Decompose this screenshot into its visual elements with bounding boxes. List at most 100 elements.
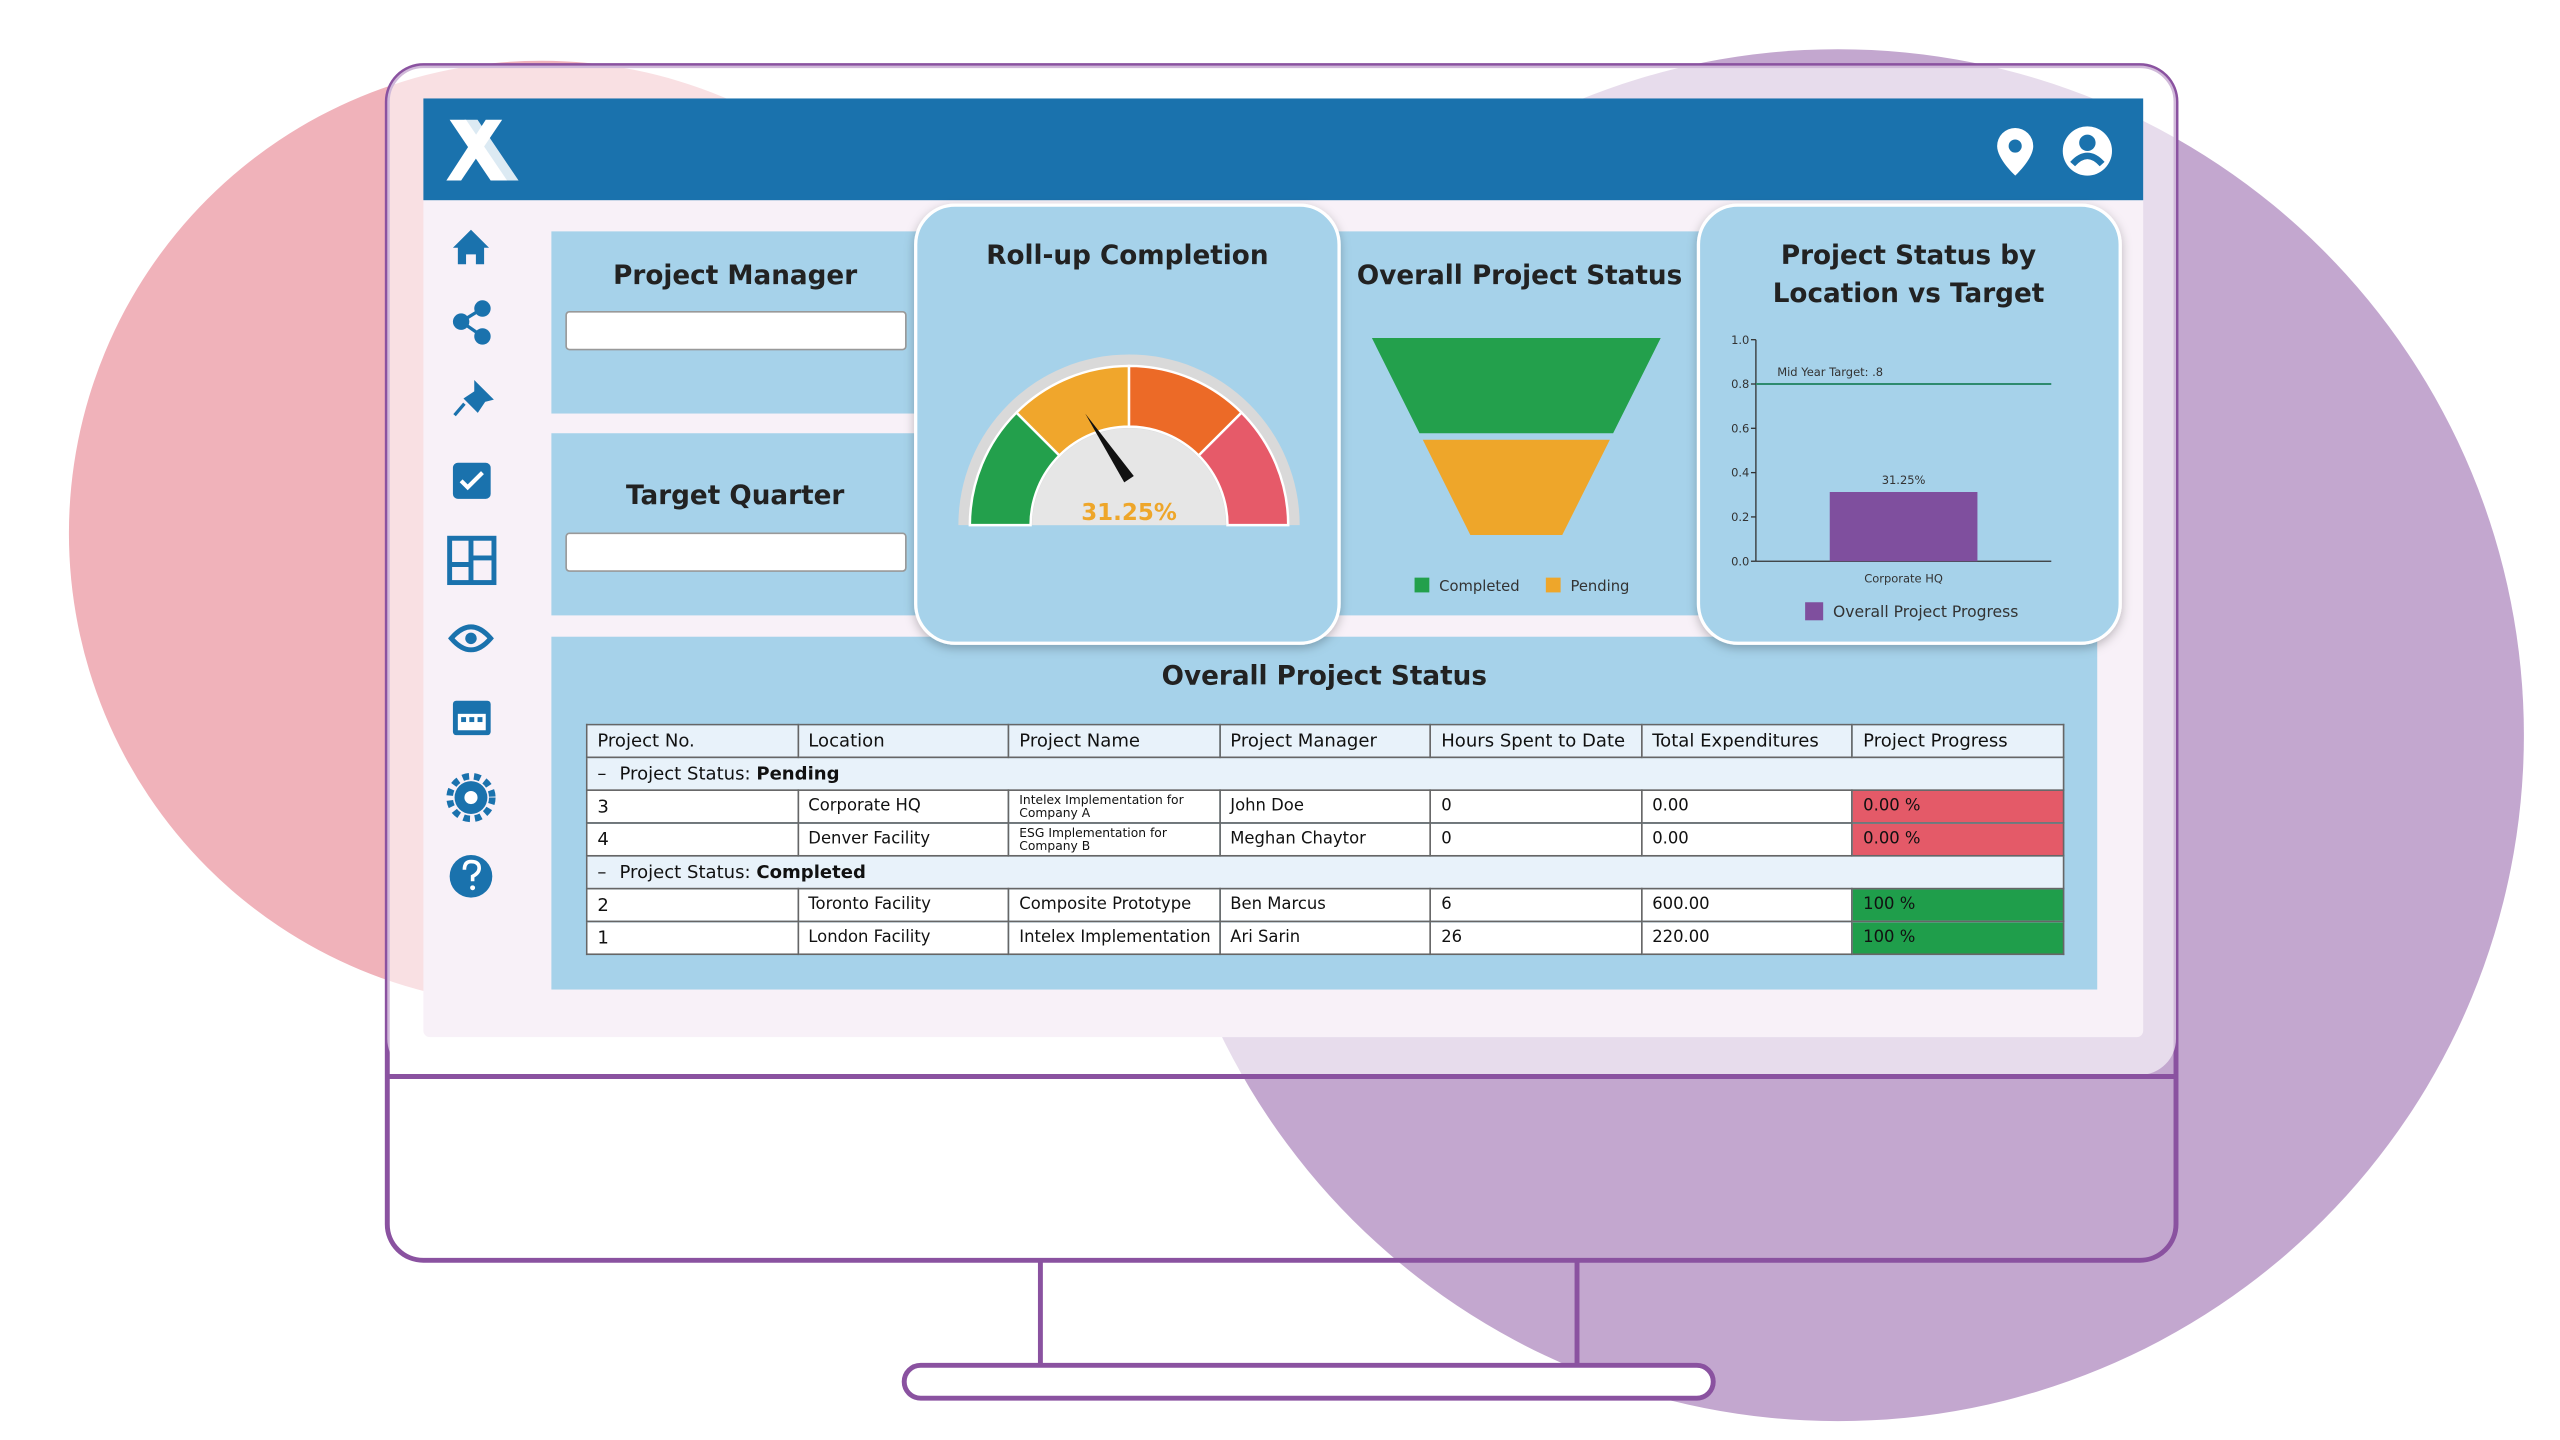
funnel-segment — [1422, 439, 1610, 535]
gauge-needle — [1085, 413, 1134, 483]
calendar-icon[interactable] — [452, 700, 491, 736]
data-row: 4 Denver Facility ESG Implementation for C… — [585, 822, 2065, 857]
table-cell: Meghan Chaytor — [1218, 822, 1432, 857]
layout-icon[interactable] — [447, 535, 497, 586]
column-header: Project Progress — [1851, 723, 2065, 759]
help-icon[interactable] — [449, 854, 493, 898]
bar-value-label: 31.25% — [1882, 473, 1926, 487]
column-header: Project Name — [1007, 723, 1221, 759]
group-status: Pending — [756, 763, 840, 785]
collapse-toggle[interactable]: – — [597, 763, 607, 785]
table-cell: Denver Facility — [796, 822, 1010, 857]
table-cell: Corporate HQ — [796, 789, 1010, 824]
table-cell: 0 — [1429, 789, 1643, 824]
y-tick-label: 0.0 — [1731, 554, 1749, 568]
table-cell: 220.00 — [1640, 920, 1854, 956]
table-frame: Project No. Location Project Name Project M… — [585, 723, 2065, 956]
table-cell: Intelex Implementation for Company A — [1007, 789, 1221, 824]
y-tick-label: 0.8 — [1731, 377, 1749, 391]
column-header: Project Manager — [1218, 723, 1432, 759]
data-row: 2 Toronto Facility Composite Prototype Ben … — [585, 887, 2065, 923]
header-row: Project No. Location Project Name Project M… — [585, 723, 2065, 759]
table-cell: 1 — [585, 920, 799, 956]
table-title: Overall Project Status — [1162, 661, 1487, 691]
group-label: Project Status: — [619, 763, 751, 785]
chart-title: Location vs Target — [1773, 279, 2045, 309]
group-status: Completed — [756, 861, 866, 883]
column-header: Hours Spent to Date — [1429, 723, 1643, 759]
column-header: Location — [796, 723, 1010, 759]
tasks-icon[interactable] — [452, 462, 491, 499]
project-table: Project No. Location Project Name Project M… — [585, 723, 2065, 956]
legend-swatch — [1805, 602, 1824, 621]
group-label: Project Status: — [619, 861, 751, 883]
y-tick-label: 0.4 — [1731, 466, 1749, 480]
table-cell: 26 — [1429, 920, 1643, 956]
group-cell: – Project Status: Completed — [585, 854, 2065, 890]
collapse-toggle[interactable]: – — [597, 861, 607, 883]
table-cell: 0 — [1429, 822, 1643, 857]
target-label: Mid Year Target: .8 — [1777, 365, 1883, 379]
home-icon[interactable] — [452, 229, 490, 265]
gauge-value-label: 31.25% — [1081, 500, 1177, 526]
table-cell: 100 % — [1851, 920, 2065, 956]
table-cell: ESG Implementation for Company B — [1007, 822, 1221, 857]
share-icon[interactable] — [452, 300, 491, 345]
table-cell: Intelex Implementation — [1007, 920, 1221, 956]
settings-icon[interactable] — [446, 772, 496, 823]
pin-icon[interactable] — [453, 380, 494, 417]
bar-card — [1696, 203, 2122, 645]
gauge-segment — [1196, 410, 1290, 527]
monitor-base — [901, 1362, 1716, 1401]
table-cell: Composite Prototype — [1007, 887, 1221, 923]
funnel-segment — [1371, 338, 1661, 434]
group-row: – Project Status: Completed — [585, 854, 2065, 890]
bar — [1829, 492, 1978, 562]
table-cell: 3 — [585, 789, 799, 824]
table-cell: 6 — [1429, 887, 1643, 923]
filter-label: Target Quarter — [626, 481, 844, 511]
legend-label: Completed — [1439, 578, 1519, 595]
column-header: Project No. — [585, 723, 799, 759]
legend-label: Overall Project Progress — [1833, 603, 2018, 621]
legend-swatch — [1414, 577, 1430, 593]
filter-input[interactable] — [565, 310, 907, 351]
chart-title: Roll-up Completion — [986, 241, 1268, 271]
table-cell: Toronto Facility — [796, 887, 1010, 923]
logo — [446, 119, 519, 181]
group-cell: – Project Status: Pending — [585, 756, 2065, 791]
sidebar — [446, 229, 497, 898]
y-tick-label: 1.0 — [1731, 333, 1749, 347]
filter-panel — [551, 433, 919, 616]
table-cell: 600.00 — [1640, 887, 1854, 923]
table-cell: 0.00 — [1640, 789, 1854, 824]
data-row: 3 Corporate HQ Intelex Implementation for … — [585, 789, 2065, 824]
legend-label: Pending — [1570, 578, 1629, 595]
table-cell: 0.00 % — [1851, 822, 2065, 857]
table-cell: Ari Sarin — [1218, 920, 1432, 956]
filter-label: Project Manager — [613, 261, 857, 291]
data-row: 1 London Facility Intelex Implementation Ar… — [585, 920, 2065, 956]
chart-title: Project Status by — [1781, 241, 2036, 271]
x-tick-label: Corporate HQ — [1864, 572, 1943, 586]
legend-swatch — [1545, 577, 1561, 593]
table-cell: London Facility — [796, 920, 1010, 956]
group-row: – Project Status: Pending — [585, 756, 2065, 791]
y-tick-label: 0.2 — [1731, 510, 1749, 524]
y-tick-label: 0.6 — [1731, 421, 1749, 435]
table-cell: 0.00 — [1640, 822, 1854, 857]
table-cell: 2 — [585, 887, 799, 923]
filter-input[interactable] — [565, 532, 907, 572]
chart-title: Overall Project Status — [1357, 261, 1682, 291]
table-cell: 100 % — [1851, 887, 2065, 923]
user-icon[interactable] — [2062, 126, 2112, 176]
table-cell: John Doe — [1218, 789, 1432, 824]
charts: Roll-up Completion 31.25% Overall Project … — [958, 241, 2052, 621]
location-icon[interactable] — [1997, 128, 2034, 176]
table-cell: Ben Marcus — [1218, 887, 1432, 923]
column-header: Total Expenditures — [1640, 723, 1854, 759]
table-cell: 0.00 % — [1851, 789, 2065, 824]
view-icon[interactable] — [448, 624, 494, 653]
